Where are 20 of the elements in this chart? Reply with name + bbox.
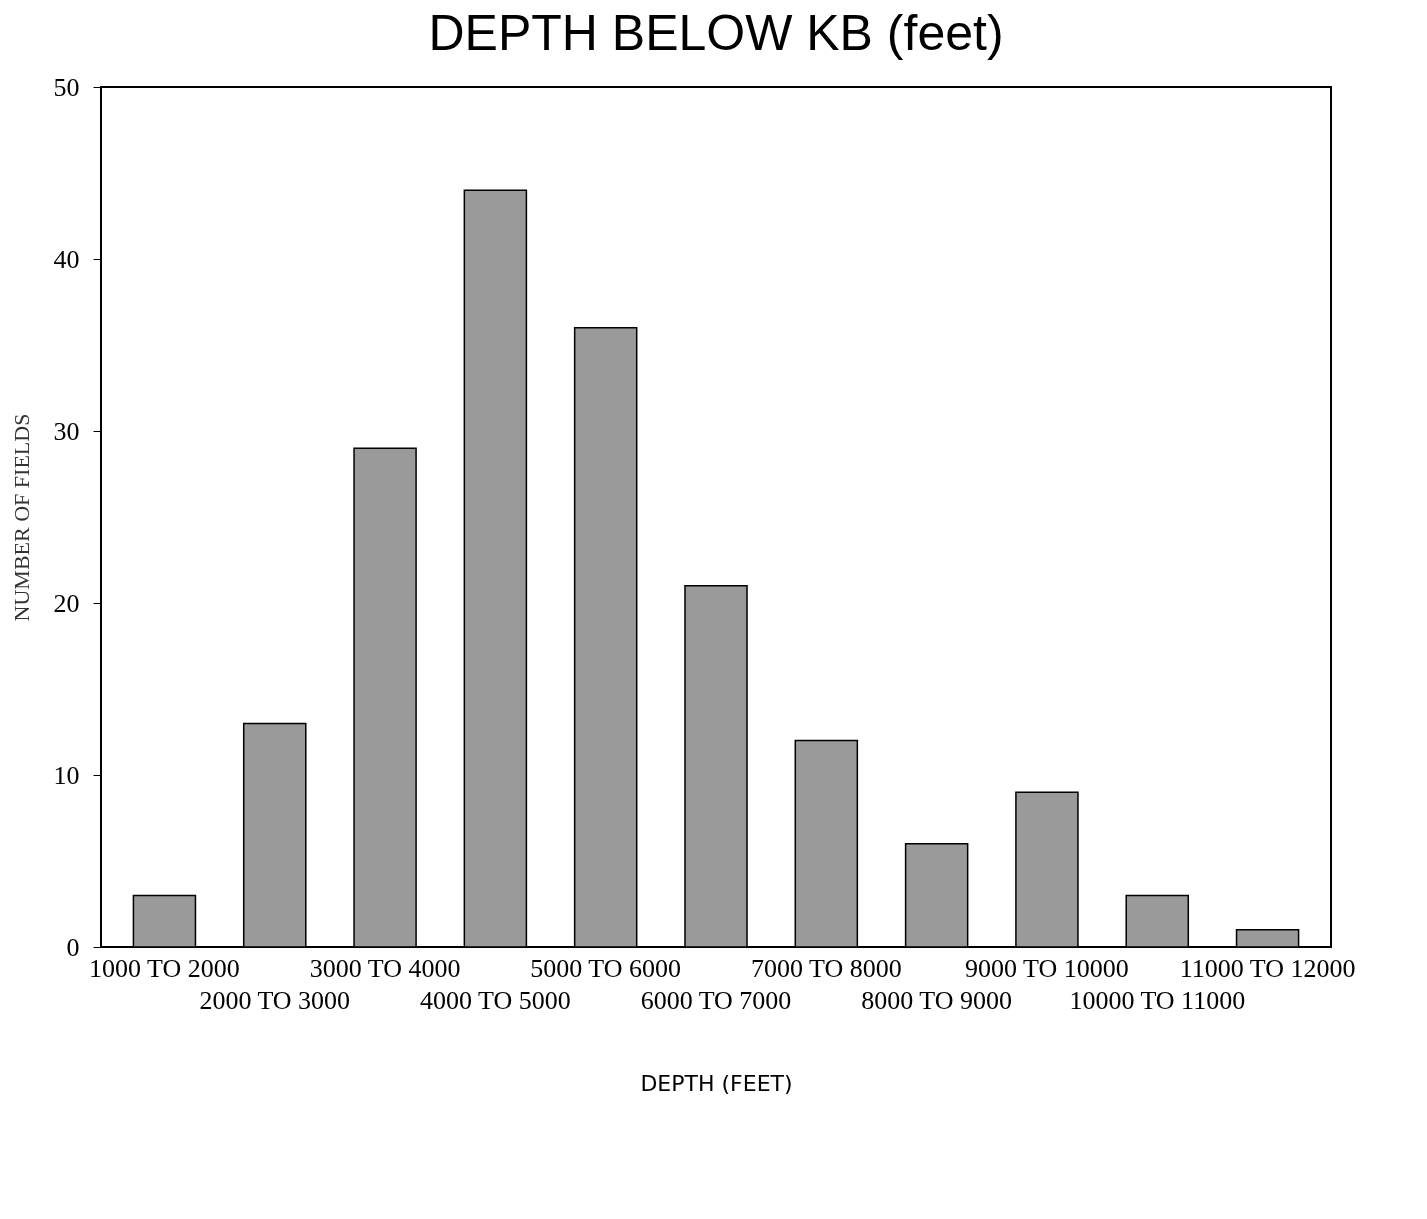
x-tick-label: 3000 TO 4000 <box>309 953 461 983</box>
x-tick-label: 2000 TO 3000 <box>199 985 351 1015</box>
x-tick-label: 9000 TO 10000 <box>965 953 1129 983</box>
x-tick-label: 11000 TO 12000 <box>1179 953 1356 983</box>
x-tick-label: 4000 TO 5000 <box>420 985 571 1015</box>
x-tick-label: 8000 TO 9000 <box>861 985 1012 1015</box>
x-axis-title: DEPTH (FEET) <box>640 1070 793 1096</box>
y-tick-label: 20 <box>53 588 80 618</box>
x-tick-label: 1000 TO 2000 <box>89 953 240 983</box>
chart-title: DEPTH BELOW KB (feet) <box>428 5 1004 61</box>
y-tick-label: 50 <box>53 72 80 102</box>
y-tick-label: 0 <box>66 932 80 962</box>
x-tick-label: 5000 TO 6000 <box>530 953 682 983</box>
y-tick-label: 40 <box>53 244 80 274</box>
y-axis-title: NUMBER OF FIELDS <box>8 413 34 622</box>
x-tick-label: 7000 TO 8000 <box>750 953 902 983</box>
y-tick-label: 10 <box>53 760 80 790</box>
x-tick-label: 6000 TO 7000 <box>640 985 792 1015</box>
y-tick-label: 30 <box>53 416 80 446</box>
x-tick-label: 10000 TO 11000 <box>1069 985 1246 1015</box>
